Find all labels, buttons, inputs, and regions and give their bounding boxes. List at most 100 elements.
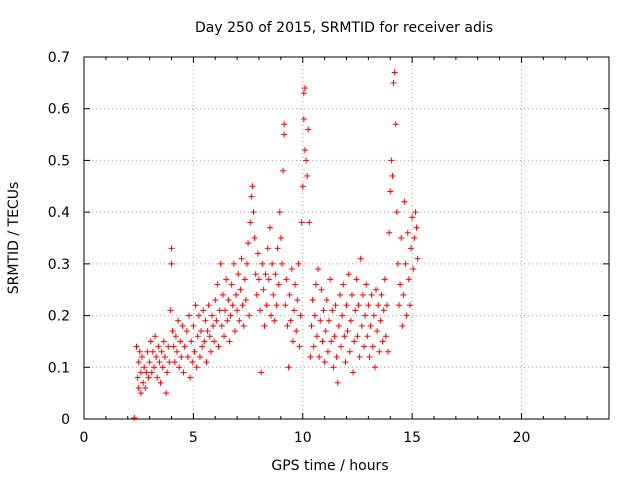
data-point <box>317 317 324 324</box>
data-point <box>224 317 231 324</box>
y-tick-label: 0.2 <box>48 309 70 325</box>
data-point <box>343 302 350 309</box>
data-point <box>368 291 375 298</box>
data-point <box>214 281 221 288</box>
data-point <box>373 286 380 293</box>
data-point <box>159 364 166 371</box>
x-tick-labels: 0 5 10 15 20 <box>80 430 531 446</box>
data-point <box>330 364 337 371</box>
data-point <box>277 235 284 241</box>
data-point <box>257 307 264 314</box>
data-point <box>167 307 174 314</box>
data-point <box>153 353 160 360</box>
x-tick-label: 5 <box>189 430 198 446</box>
data-point <box>179 322 186 329</box>
data-point <box>183 328 190 335</box>
data-point <box>275 281 282 288</box>
data-point <box>336 291 343 298</box>
data-point <box>160 338 167 345</box>
data-point <box>308 322 315 329</box>
data-point <box>364 333 371 340</box>
data-point <box>135 359 142 366</box>
data-point <box>409 214 416 221</box>
data-point <box>403 312 410 319</box>
data-point <box>228 281 235 288</box>
axis-ticks <box>83 56 610 420</box>
data-point <box>340 281 347 288</box>
data-point <box>168 245 175 252</box>
data-point <box>287 317 294 324</box>
data-point <box>312 281 319 288</box>
data-point <box>281 131 288 138</box>
y-tick-label: 0.1 <box>48 360 70 376</box>
data-point <box>283 276 290 283</box>
data-point <box>181 343 188 350</box>
data-point <box>165 343 172 350</box>
data-point <box>295 260 302 267</box>
data-point <box>234 307 241 314</box>
data-point <box>172 333 179 340</box>
data-point <box>155 343 162 350</box>
data-point <box>345 271 352 278</box>
data-point <box>400 291 407 298</box>
data-point <box>213 317 220 324</box>
data-point <box>396 302 402 309</box>
data-point <box>274 245 281 252</box>
data-point <box>215 343 222 350</box>
data-point <box>136 348 143 355</box>
data-point <box>272 271 279 278</box>
data-point <box>135 384 142 391</box>
data-point <box>151 364 157 371</box>
data-point <box>230 260 237 267</box>
data-point <box>237 286 244 293</box>
y-tick-labels: 0 0.1 0.2 0.3 0.4 0.5 0.6 0.7 <box>48 50 70 428</box>
data-point <box>186 312 192 319</box>
data-point <box>385 348 392 355</box>
data-point <box>178 353 185 360</box>
data-point <box>164 369 171 376</box>
x-tick-label: 15 <box>403 430 421 446</box>
data-point <box>245 240 252 247</box>
data-point <box>315 266 322 273</box>
data-point <box>190 322 197 329</box>
data-point <box>370 312 377 319</box>
data-point <box>196 353 203 360</box>
data-point <box>354 333 361 340</box>
data-point <box>238 255 245 262</box>
data-point <box>318 286 325 293</box>
data-point <box>205 302 212 309</box>
data-point <box>184 353 191 360</box>
data-point <box>334 379 341 386</box>
data-point <box>300 116 307 123</box>
data-point <box>305 126 312 133</box>
data-point <box>292 281 299 288</box>
data-point <box>362 312 369 319</box>
data-point <box>152 333 159 340</box>
data-point <box>363 281 370 288</box>
data-point <box>399 322 406 329</box>
data-point <box>243 260 250 267</box>
data-point <box>236 317 243 324</box>
data-point <box>361 343 367 350</box>
data-point <box>351 338 358 345</box>
data-point <box>241 276 248 283</box>
data-point <box>142 384 149 391</box>
data-point <box>311 312 318 319</box>
data-point <box>338 343 345 350</box>
data-point <box>138 353 145 360</box>
x-tick-label: 10 <box>294 430 312 446</box>
data-point <box>270 291 277 298</box>
data-point <box>300 90 307 97</box>
data-point <box>163 390 170 397</box>
data-point <box>394 260 401 267</box>
data-point <box>327 276 334 283</box>
data-point <box>171 359 178 366</box>
data-point <box>366 353 373 360</box>
data-point <box>309 297 316 304</box>
data-point <box>247 219 254 226</box>
data-point <box>251 235 258 241</box>
data-point <box>367 322 374 329</box>
data-point <box>301 85 308 92</box>
data-point <box>194 333 201 340</box>
